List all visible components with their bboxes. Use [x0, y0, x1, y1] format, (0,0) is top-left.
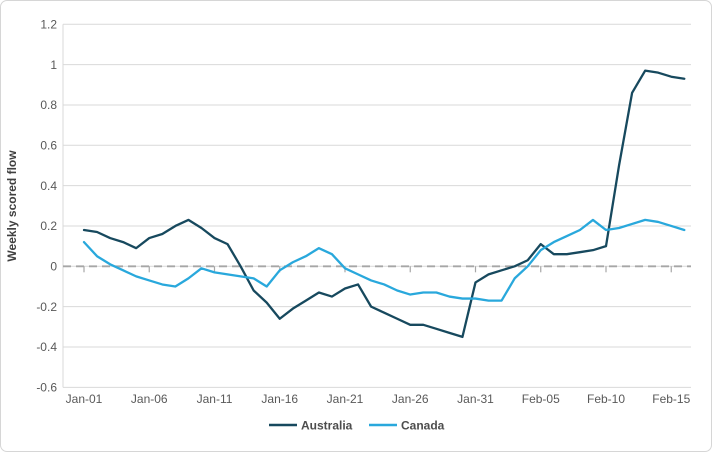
- x-tick-label: Feb-15: [652, 392, 690, 406]
- y-tick-label: 0.2: [40, 219, 57, 233]
- legend: Australia Canada: [269, 419, 445, 433]
- x-tick-label: Jan-31: [457, 392, 494, 406]
- x-tick-label: Jan-01: [66, 392, 103, 406]
- legend-label-canada: Canada: [401, 419, 445, 433]
- y-tick-label: 0.4: [40, 179, 57, 193]
- x-tick-label: Feb-05: [522, 392, 560, 406]
- y-tick-label: -0.4: [36, 340, 57, 354]
- y-tick-label: 1.2: [40, 17, 57, 31]
- australia-line-series: [82, 69, 686, 339]
- plot-area: 1.2 1 0.8 0.6 0.4 0.2 0 -0.2 -0.4 -0.6 Jan-01 Jan-0…: [36, 17, 691, 406]
- y-tick-label: 0.6: [40, 138, 57, 152]
- x-tick-label: Jan-16: [261, 392, 298, 406]
- y-tick-label: -0.2: [36, 300, 57, 314]
- y-tick-label: 1: [50, 58, 57, 72]
- x-tick-label: Feb-10: [587, 392, 625, 406]
- y-axis-title: Weekly scored flow: [5, 150, 19, 262]
- x-tick-label: Jan-06: [131, 392, 168, 406]
- x-tick-label: Jan-26: [392, 392, 429, 406]
- canada-line-series: [82, 218, 686, 302]
- x-tick-label: Jan-21: [327, 392, 364, 406]
- y-tick-label: -0.6: [36, 381, 57, 395]
- legend-label-australia: Australia: [301, 419, 353, 433]
- y-tick-label: 0.8: [40, 98, 57, 112]
- x-tick-label: Jan-11: [197, 392, 233, 406]
- y-tick-label: 0: [50, 260, 57, 274]
